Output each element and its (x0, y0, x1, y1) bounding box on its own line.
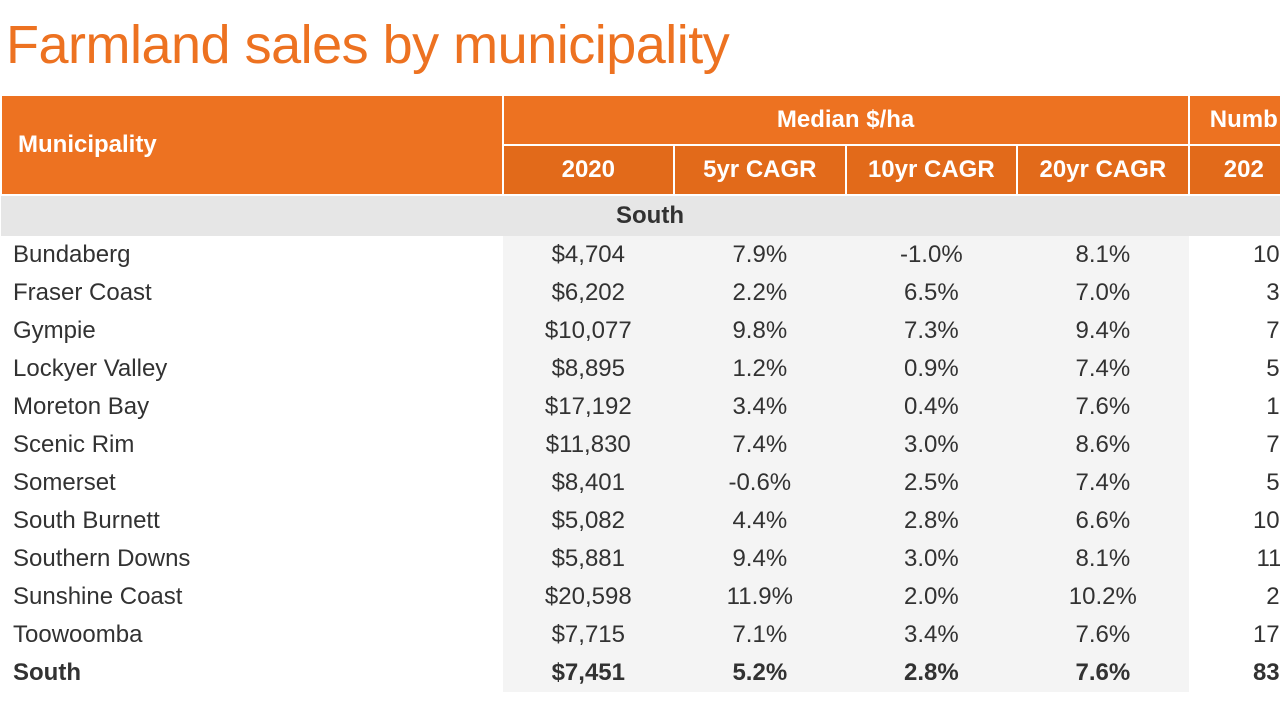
cell-number: 52 (1189, 464, 1280, 502)
cell-10yr: 2.8% (846, 654, 1018, 692)
col-header-10yr: 10yr CAGR (846, 145, 1018, 195)
cell-5yr: 3.4% (674, 388, 846, 426)
cell-20yr: 8.6% (1017, 426, 1189, 464)
cell-municipality: Fraser Coast (1, 274, 503, 312)
table-row: Gympie$10,0779.8%7.3%9.4%76 (1, 312, 1280, 350)
cell-municipality: Somerset (1, 464, 503, 502)
cell-2020: $5,881 (503, 540, 675, 578)
cell-5yr: 5.2% (674, 654, 846, 692)
cell-20yr: 9.4% (1017, 312, 1189, 350)
cell-number: 834 (1189, 654, 1280, 692)
cell-20yr: 8.1% (1017, 540, 1189, 578)
table-body: South Bundaberg$4,7047.9%-1.0%8.1%109Fra… (1, 195, 1280, 692)
table-row: Scenic Rim$11,8307.4%3.0%8.6%71 (1, 426, 1280, 464)
cell-10yr: 2.5% (846, 464, 1018, 502)
cell-20yr: 10.2% (1017, 578, 1189, 616)
cell-5yr: 7.4% (674, 426, 846, 464)
cell-municipality: Bundaberg (1, 236, 503, 274)
table-row: Moreton Bay$17,1923.4%0.4%7.6%17 (1, 388, 1280, 426)
cell-10yr: 0.4% (846, 388, 1018, 426)
cell-2020: $4,704 (503, 236, 675, 274)
cell-10yr: -1.0% (846, 236, 1018, 274)
cell-2020: $5,082 (503, 502, 675, 540)
table-row: Toowoomba$7,7157.1%3.4%7.6%175 (1, 616, 1280, 654)
cell-2020: $8,401 (503, 464, 675, 502)
page-title: Farmland sales by municipality (0, 0, 1280, 94)
cell-municipality: South Burnett (1, 502, 503, 540)
table-row: Sunshine Coast$20,59811.9%2.0%10.2%27 (1, 578, 1280, 616)
region-label: South (1, 195, 1280, 236)
cell-5yr: 2.2% (674, 274, 846, 312)
col-header-number-group: Numb (1189, 95, 1280, 145)
col-header-median-group: Median $/ha (503, 95, 1189, 145)
cell-number: 71 (1189, 426, 1280, 464)
cell-municipality: Scenic Rim (1, 426, 503, 464)
cell-municipality: Lockyer Valley (1, 350, 503, 388)
cell-20yr: 7.4% (1017, 350, 1189, 388)
cell-municipality: Sunshine Coast (1, 578, 503, 616)
cell-5yr: 11.9% (674, 578, 846, 616)
col-header-num2020: 202 (1189, 145, 1280, 195)
cell-number: 56 (1189, 350, 1280, 388)
cell-2020: $20,598 (503, 578, 675, 616)
cell-20yr: 7.6% (1017, 654, 1189, 692)
cell-2020: $11,830 (503, 426, 675, 464)
cell-20yr: 7.6% (1017, 616, 1189, 654)
cell-10yr: 3.0% (846, 426, 1018, 464)
cell-20yr: 8.1% (1017, 236, 1189, 274)
cell-municipality: Moreton Bay (1, 388, 503, 426)
cell-5yr: 9.8% (674, 312, 846, 350)
cell-municipality: Southern Downs (1, 540, 503, 578)
cell-2020: $10,077 (503, 312, 675, 350)
cell-number: 109 (1189, 236, 1280, 274)
cell-5yr: 1.2% (674, 350, 846, 388)
cell-municipality: South (1, 654, 503, 692)
cell-20yr: 7.4% (1017, 464, 1189, 502)
cell-20yr: 7.6% (1017, 388, 1189, 426)
sales-table: Municipality Median $/ha Numb 2020 5yr C… (0, 94, 1280, 692)
cell-number: 111 (1189, 540, 1280, 578)
cell-10yr: 2.0% (846, 578, 1018, 616)
cell-10yr: 0.9% (846, 350, 1018, 388)
cell-10yr: 7.3% (846, 312, 1018, 350)
cell-2020: $17,192 (503, 388, 675, 426)
col-header-5yr: 5yr CAGR (674, 145, 846, 195)
cell-5yr: 4.4% (674, 502, 846, 540)
cell-2020: $8,895 (503, 350, 675, 388)
table-row: Southern Downs$5,8819.4%3.0%8.1%111 (1, 540, 1280, 578)
cell-municipality: Gympie (1, 312, 503, 350)
cell-5yr: 9.4% (674, 540, 846, 578)
cell-10yr: 6.5% (846, 274, 1018, 312)
table-row: Somerset$8,401-0.6%2.5%7.4%52 (1, 464, 1280, 502)
cell-2020: $7,715 (503, 616, 675, 654)
cell-5yr: 7.9% (674, 236, 846, 274)
col-header-municipality: Municipality (1, 95, 503, 195)
cell-20yr: 6.6% (1017, 502, 1189, 540)
cell-municipality: Toowoomba (1, 616, 503, 654)
cell-number: 37 (1189, 274, 1280, 312)
table-row: Bundaberg$4,7047.9%-1.0%8.1%109 (1, 236, 1280, 274)
cell-10yr: 3.0% (846, 540, 1018, 578)
cell-number: 103 (1189, 502, 1280, 540)
cell-20yr: 7.0% (1017, 274, 1189, 312)
table-row: Lockyer Valley$8,8951.2%0.9%7.4%56 (1, 350, 1280, 388)
cell-number: 17 (1189, 388, 1280, 426)
cell-2020: $7,451 (503, 654, 675, 692)
table-row: South$7,4515.2%2.8%7.6%834 (1, 654, 1280, 692)
col-header-2020: 2020 (503, 145, 675, 195)
table-row: South Burnett$5,0824.4%2.8%6.6%103 (1, 502, 1280, 540)
cell-5yr: -0.6% (674, 464, 846, 502)
cell-5yr: 7.1% (674, 616, 846, 654)
cell-10yr: 3.4% (846, 616, 1018, 654)
table-row: Fraser Coast$6,2022.2%6.5%7.0%37 (1, 274, 1280, 312)
cell-2020: $6,202 (503, 274, 675, 312)
col-header-20yr: 20yr CAGR (1017, 145, 1189, 195)
cell-number: 175 (1189, 616, 1280, 654)
cell-number: 27 (1189, 578, 1280, 616)
cell-10yr: 2.8% (846, 502, 1018, 540)
cell-number: 76 (1189, 312, 1280, 350)
